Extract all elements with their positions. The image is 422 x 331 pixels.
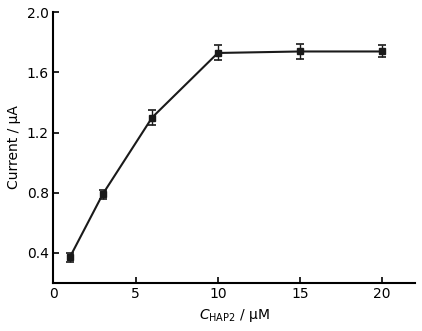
- Y-axis label: Current / μA: Current / μA: [7, 106, 21, 189]
- X-axis label: $C_{\mathregular{HAP2}}$ / μM: $C_{\mathregular{HAP2}}$ / μM: [199, 307, 270, 324]
